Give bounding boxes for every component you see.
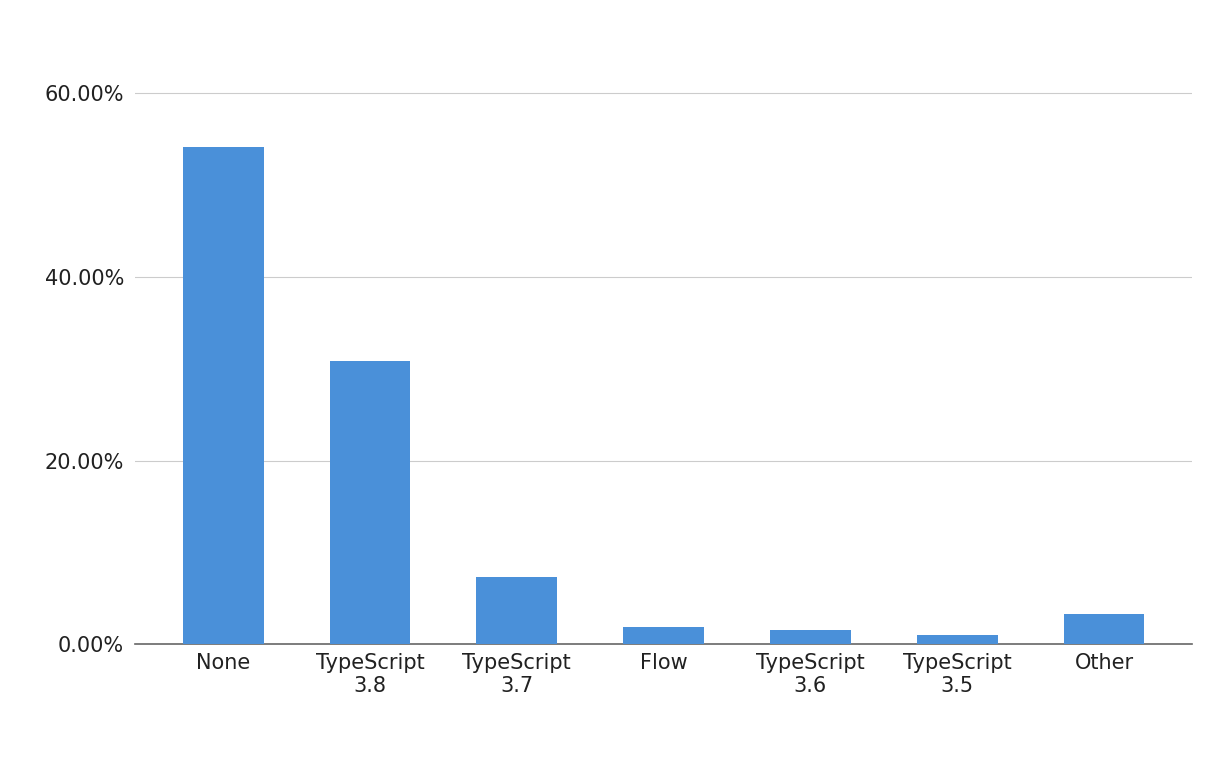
- Bar: [623, 627, 704, 644]
- Bar: [329, 361, 410, 644]
- Bar: [183, 147, 264, 644]
- Bar: [477, 577, 557, 644]
- Bar: [917, 635, 998, 644]
- Bar: [1063, 614, 1144, 644]
- Bar: [771, 630, 850, 644]
